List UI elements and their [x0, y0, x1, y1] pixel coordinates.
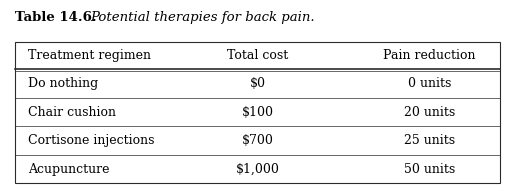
Bar: [15, 42, 500, 183]
Text: Acupuncture: Acupuncture: [28, 163, 110, 176]
Text: 25 units: 25 units: [404, 134, 455, 147]
Text: Chair cushion: Chair cushion: [28, 105, 116, 119]
Text: $700: $700: [242, 134, 273, 147]
Text: Table 14.6.: Table 14.6.: [15, 11, 97, 24]
Text: Treatment regimen: Treatment regimen: [28, 49, 151, 62]
Text: Do nothing: Do nothing: [28, 77, 98, 90]
Text: $0: $0: [249, 77, 266, 90]
Text: Potential therapies for back pain.: Potential therapies for back pain.: [90, 11, 315, 24]
Text: Pain reduction: Pain reduction: [383, 49, 476, 62]
Text: 50 units: 50 units: [404, 163, 455, 176]
Text: $100: $100: [242, 105, 273, 119]
Text: 0 units: 0 units: [408, 77, 451, 90]
Text: $1,000: $1,000: [235, 163, 280, 176]
Text: Total cost: Total cost: [227, 49, 288, 62]
Text: Cortisone injections: Cortisone injections: [28, 134, 155, 147]
Text: 20 units: 20 units: [404, 105, 455, 119]
